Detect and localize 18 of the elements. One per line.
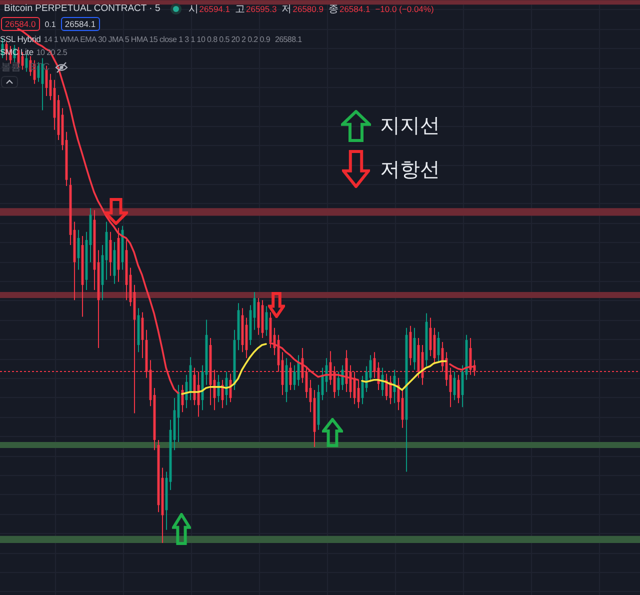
text: −10.0 (−0.04%) [375,4,434,14]
annotation: 지지선 [380,114,440,139]
text: 종 [328,2,338,16]
text: 저 [282,2,292,16]
text: 시 [188,2,198,16]
text: 26580.9 [292,4,324,14]
text: 고 [235,2,245,16]
text: 26584.0 [1,17,40,31]
chart-title: Bitcoin PERPETUAL CONTRACT · 5 [4,3,160,14]
text: 26584.1 [60,17,100,31]
annotation: 저항선 [380,158,440,183]
annotation: 26588.1 [274,34,302,44]
text: 26594.1 [199,4,230,14]
annotation: 14 1 WMA EMA 30 JMA 5 HMA 15 close 1 3 1 10 0.8 0.5 20 2 0.2 0.9 [44,34,270,44]
annotation: 볼륨 · BTC [1,61,50,74]
text: 0.1 [44,20,56,28]
text: 26595.3 [246,4,277,14]
text: 26584.1 [339,4,370,14]
